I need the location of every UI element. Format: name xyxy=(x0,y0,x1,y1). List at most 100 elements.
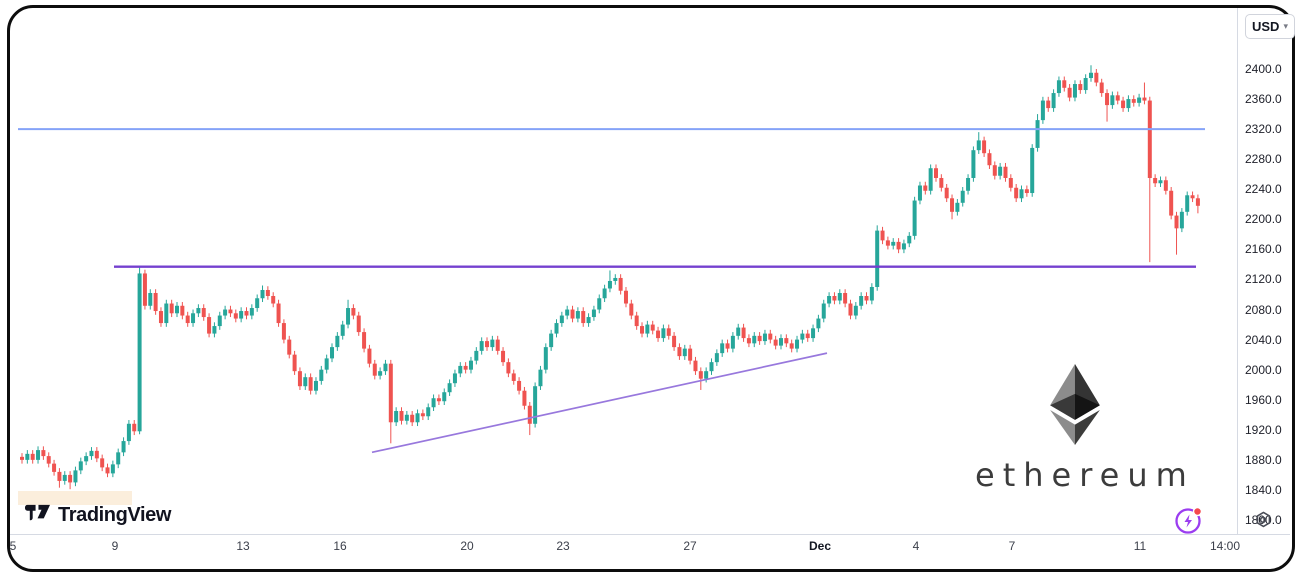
candle xyxy=(324,354,329,374)
candle xyxy=(94,447,99,463)
price-axis-label: 1960.0 xyxy=(1245,392,1282,407)
candle xyxy=(36,446,41,464)
candle xyxy=(901,239,906,254)
candle xyxy=(762,329,767,345)
candle xyxy=(907,232,912,248)
candle xyxy=(46,452,51,468)
time-axis-label: 27 xyxy=(683,539,697,553)
candle xyxy=(1169,187,1174,220)
candle xyxy=(180,302,185,320)
candle xyxy=(239,307,244,323)
candle xyxy=(137,267,142,435)
candle xyxy=(736,323,741,340)
price-axis-label: 2200.0 xyxy=(1245,212,1282,227)
currency-dropdown[interactable]: USD ▾ xyxy=(1245,14,1295,39)
candle xyxy=(971,146,976,182)
time-axis-label: 14:00 xyxy=(1209,539,1241,553)
candle xyxy=(1019,185,1024,203)
price-axis-label: 2360.0 xyxy=(1245,92,1282,107)
flash-icon[interactable] xyxy=(1173,505,1205,535)
tradingview-logo[interactable]: TradingView xyxy=(24,502,171,528)
candle xyxy=(677,343,682,360)
candle xyxy=(303,373,308,390)
candle xyxy=(52,459,57,476)
chevron-down-icon: ▾ xyxy=(1283,21,1288,31)
candle xyxy=(928,164,933,195)
candle xyxy=(1142,82,1147,105)
candle xyxy=(501,347,506,366)
price-axis-label: 2000.0 xyxy=(1245,362,1282,377)
candle xyxy=(1121,96,1126,112)
candle xyxy=(998,162,1003,180)
candle xyxy=(960,187,965,207)
candle xyxy=(169,299,174,318)
candle xyxy=(912,196,917,240)
candle xyxy=(362,328,367,353)
candle xyxy=(57,468,62,488)
candle xyxy=(982,136,987,157)
highlight-band xyxy=(18,491,132,505)
candle xyxy=(105,463,110,478)
candle xyxy=(720,339,725,357)
candle xyxy=(864,292,869,305)
candle xyxy=(1024,185,1029,197)
candle xyxy=(175,302,180,318)
candle xyxy=(618,274,623,295)
candle xyxy=(404,411,409,425)
candle xyxy=(89,447,94,460)
candle xyxy=(265,286,270,300)
candle xyxy=(1094,69,1099,87)
candle xyxy=(570,305,575,323)
candle xyxy=(330,343,335,363)
candle xyxy=(848,299,853,320)
candle xyxy=(1078,80,1083,94)
time-axis-label: 4 xyxy=(912,539,920,553)
candle xyxy=(297,367,302,390)
candle xyxy=(693,356,698,375)
price-axis-separator xyxy=(1237,8,1238,534)
candle xyxy=(62,471,67,485)
candle xyxy=(853,302,858,320)
ethereum-watermark: ethereum xyxy=(975,364,1187,494)
candle xyxy=(939,174,944,192)
candle xyxy=(1014,184,1019,203)
candle xyxy=(319,365,324,385)
candle xyxy=(1195,194,1200,214)
candle xyxy=(164,299,169,327)
candle xyxy=(1046,96,1051,112)
candle xyxy=(41,446,46,460)
candle xyxy=(709,358,714,375)
ascending-trendline[interactable] xyxy=(371,352,828,454)
price-axis-label: 1920.0 xyxy=(1245,422,1282,437)
candle xyxy=(837,289,842,305)
candle xyxy=(1056,76,1061,97)
candle xyxy=(281,319,286,344)
candle xyxy=(420,409,425,421)
candle xyxy=(1190,191,1195,203)
candle xyxy=(778,334,783,350)
candle xyxy=(714,349,719,366)
price-scale-settings-icon[interactable] xyxy=(1251,508,1275,532)
candle xyxy=(490,335,495,351)
candle xyxy=(1185,191,1190,216)
candle xyxy=(485,337,490,351)
candle xyxy=(800,329,805,344)
candle xyxy=(1115,91,1120,105)
candle xyxy=(356,311,361,336)
tradingview-mark-icon xyxy=(25,504,50,520)
candle xyxy=(859,292,864,310)
candle xyxy=(126,420,131,445)
candle xyxy=(987,149,992,169)
candle xyxy=(885,236,890,250)
candle xyxy=(410,411,415,427)
candle xyxy=(725,339,730,353)
candle xyxy=(538,365,543,390)
price-axis-label: 2080.0 xyxy=(1245,302,1282,317)
candle xyxy=(591,305,596,321)
candle xyxy=(549,329,554,351)
price-axis-label: 1840.0 xyxy=(1245,482,1282,497)
candle xyxy=(768,329,773,344)
candle xyxy=(185,311,190,327)
candle xyxy=(207,313,212,338)
